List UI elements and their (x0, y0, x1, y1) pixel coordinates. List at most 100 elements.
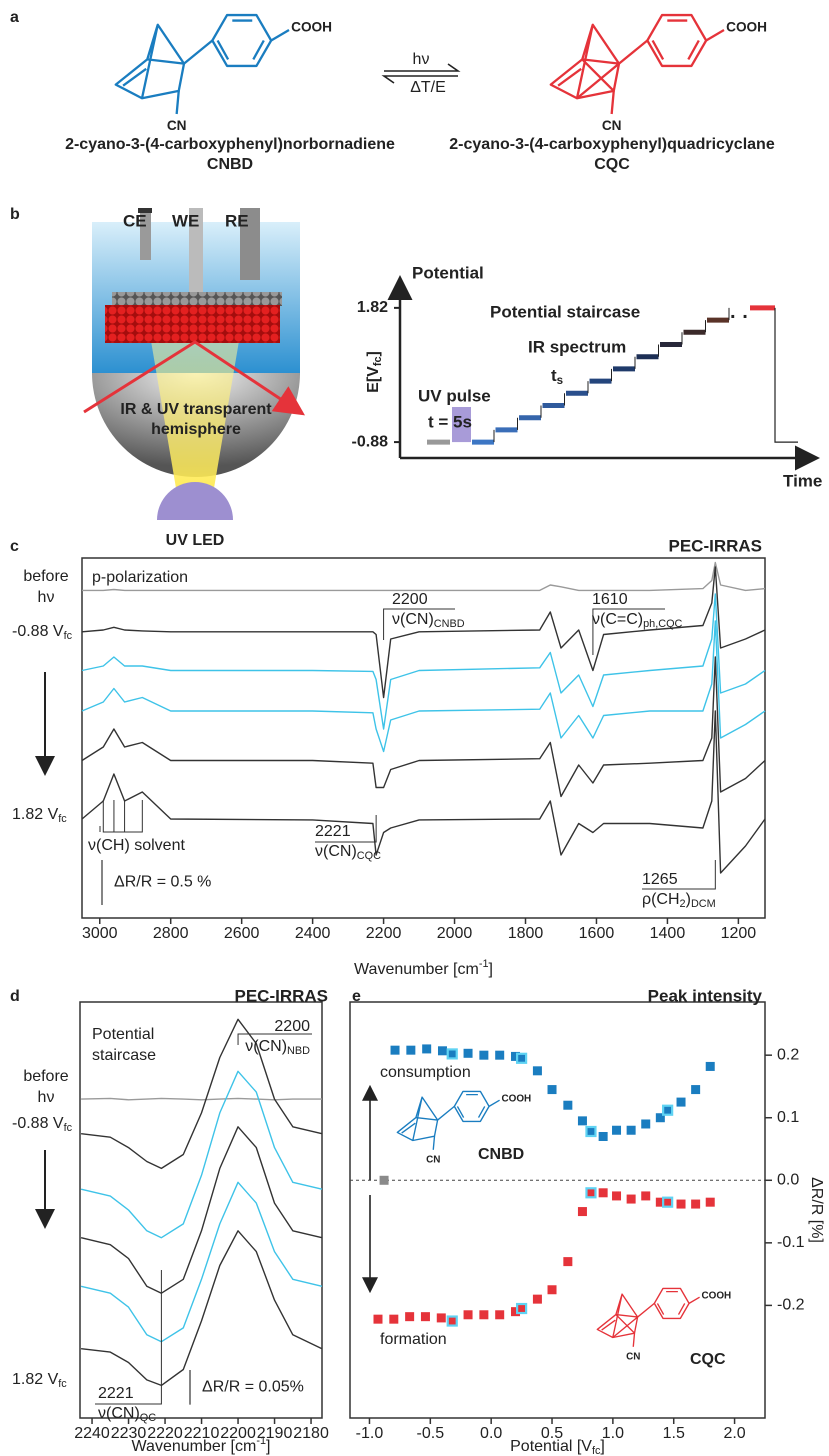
spectrum (80, 1126, 323, 1294)
compound-abbr: CQC (594, 156, 630, 173)
structure (396, 1090, 501, 1151)
y-axis-label: E[Vfc] (365, 351, 384, 393)
point (662, 1104, 674, 1116)
spectrum (80, 1181, 323, 1343)
series-label: CNBD (478, 1146, 524, 1163)
point (446, 1315, 458, 1327)
cqc-structure: COOH CN (549, 13, 767, 133)
x-axis-label: Wavenumber [cm-1] (354, 958, 493, 978)
y-tick-label: 0.0 (777, 1172, 799, 1189)
x-tick-label: 2180 (293, 1425, 329, 1442)
point (563, 1100, 573, 1110)
annotation: consumption (380, 1064, 471, 1081)
solvent-bracket (99, 800, 143, 833)
annotation: t = 5s (428, 412, 472, 431)
x-tick-label: 0.5 (541, 1425, 563, 1442)
point (676, 1097, 686, 1107)
point (705, 1061, 715, 1071)
equilibrium-arrow (381, 63, 461, 84)
point (547, 1285, 557, 1295)
x-tick-label: 2600 (224, 925, 260, 942)
solvent-label: ν(CH) solvent (88, 837, 185, 854)
electrode-label: RE (225, 211, 249, 230)
trace-label: 1.82 Vfc (12, 806, 67, 825)
point (495, 1310, 505, 1320)
y-tick-label: 0.1 (777, 1109, 799, 1126)
peak-leader (642, 860, 716, 890)
annotation: IR spectrum (528, 337, 626, 356)
panel-label: b (10, 206, 20, 223)
x-tick-label: 2200 (220, 1425, 256, 1442)
subscript: s (557, 375, 563, 387)
annotation: ts (551, 366, 563, 387)
text-part: ] (365, 351, 382, 356)
note: p-polarization (92, 569, 188, 586)
x-tick-label: 1200 (721, 925, 757, 942)
y-axis-title: Potential (412, 263, 484, 282)
spectrum (81, 1018, 323, 1170)
chart-title: Peak intensity (648, 986, 763, 1005)
point (585, 1125, 597, 1138)
staircase-schematic: · · (427, 305, 798, 445)
point (585, 1187, 597, 1199)
text-part: -0.88 V (12, 1115, 64, 1132)
trace-label: before (23, 1068, 68, 1085)
spectrum (81, 710, 766, 874)
note: staircase (92, 1047, 156, 1064)
text-part: ν(C=C) (592, 611, 643, 628)
point (390, 1045, 400, 1055)
backward-label: ΔT/E (410, 79, 446, 96)
point (563, 1257, 573, 1267)
point (463, 1310, 473, 1320)
subscript: fc (64, 1122, 73, 1134)
group-label: COOH (291, 20, 332, 35)
group-label: CN (626, 1351, 640, 1362)
cell-illustration (83, 208, 305, 520)
peak-assignment: ν(CN)CQC (315, 843, 381, 862)
point (495, 1050, 505, 1060)
point (379, 1175, 389, 1185)
hemisphere-label: hemisphere (151, 421, 241, 438)
x-tick-label: 2.0 (723, 1425, 745, 1442)
point (676, 1199, 686, 1209)
point (598, 1131, 608, 1141)
x-axis-label: Potential [Vfc] (510, 1438, 605, 1456)
peak-assignment: ν(C=C)ph,CQC (592, 611, 683, 630)
plot-frame (81, 557, 766, 919)
panel-label: e (352, 988, 361, 1005)
spectrum (81, 1230, 323, 1387)
x-tick-label: 2200 (366, 925, 402, 942)
text-part: ν(CN) (245, 1038, 287, 1055)
text-part: t (551, 366, 557, 385)
x-axis-label: Wavenumber [cm-1] (132, 1435, 271, 1455)
x-tick-label: 2240 (74, 1425, 110, 1442)
subscript: DCM (691, 898, 716, 910)
text-part: ) (686, 891, 691, 908)
point (705, 1197, 715, 1207)
point (641, 1191, 651, 1201)
annotation: formation (380, 1331, 447, 1348)
point (373, 1314, 383, 1324)
point (655, 1113, 665, 1123)
point (662, 1196, 674, 1208)
subscript: ph,CQC (643, 618, 682, 630)
point (479, 1050, 489, 1060)
x-axis-label: Time (783, 471, 822, 490)
peak-assignment: ν(CN)QC (98, 1405, 156, 1424)
point (511, 1051, 521, 1061)
structure (596, 1287, 701, 1348)
x-tick-label: 2220 (147, 1425, 183, 1442)
uv-pulse (452, 407, 471, 443)
point (405, 1312, 415, 1322)
x-tick-label: 2800 (153, 925, 189, 942)
series-label: CQC (690, 1351, 726, 1368)
peak-assignment: ν(CN)NBD (245, 1038, 310, 1057)
point (612, 1191, 622, 1201)
x-tick-label: 1.5 (663, 1425, 685, 1442)
y-tick-label: -0.1 (777, 1234, 805, 1251)
point (406, 1045, 416, 1055)
x-tick-label: 1600 (579, 925, 615, 942)
electrode-label: WE (172, 211, 199, 230)
superscript: -1 (256, 1435, 266, 1447)
peak-position: 1610 (592, 591, 628, 608)
